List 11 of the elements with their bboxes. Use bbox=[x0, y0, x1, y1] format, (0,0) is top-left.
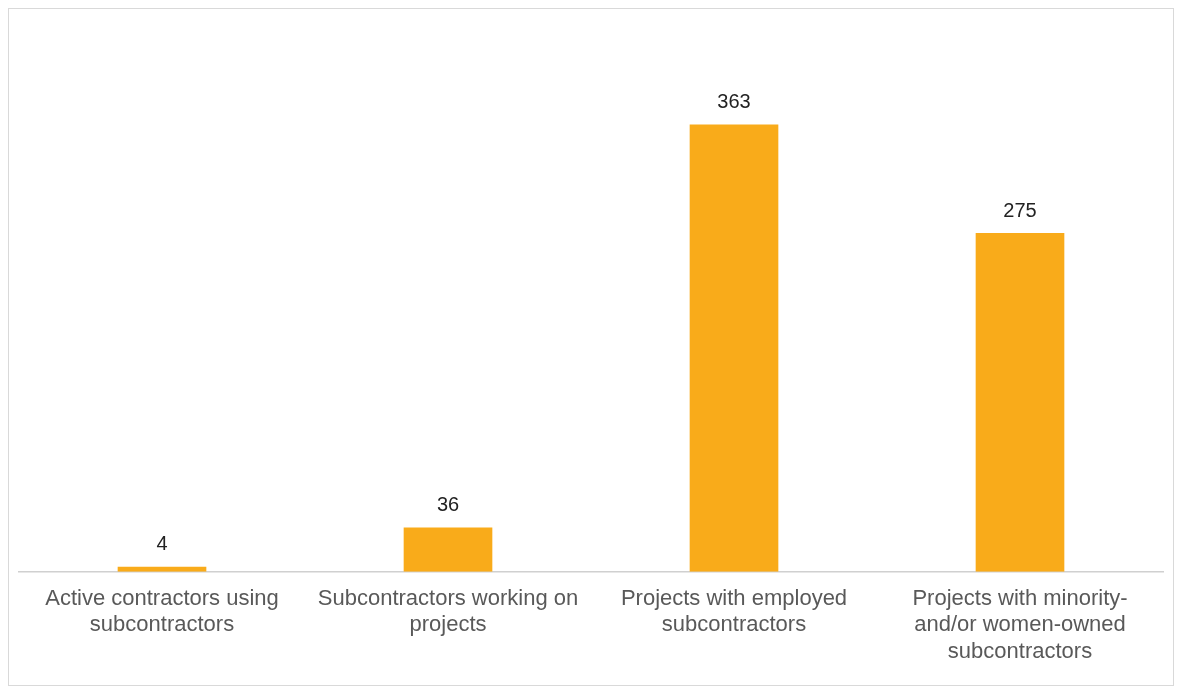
bar bbox=[403, 527, 493, 572]
x-tick-label: Projects with minority- and/or women-owned subcontractors bbox=[912, 585, 1128, 663]
data-label: 4 bbox=[156, 532, 168, 555]
x-tick-label: Subcontractors working on projects bbox=[317, 585, 579, 637]
bar bbox=[975, 233, 1065, 572]
x-tick-label: Active contractors using subcontractors bbox=[45, 585, 279, 637]
data-label: 363 bbox=[717, 90, 751, 113]
x-tick-label: Projects with employed subcontractors bbox=[620, 585, 848, 637]
data-label: 275 bbox=[1003, 198, 1037, 221]
data-label: 36 bbox=[436, 492, 460, 515]
bar bbox=[689, 124, 779, 572]
